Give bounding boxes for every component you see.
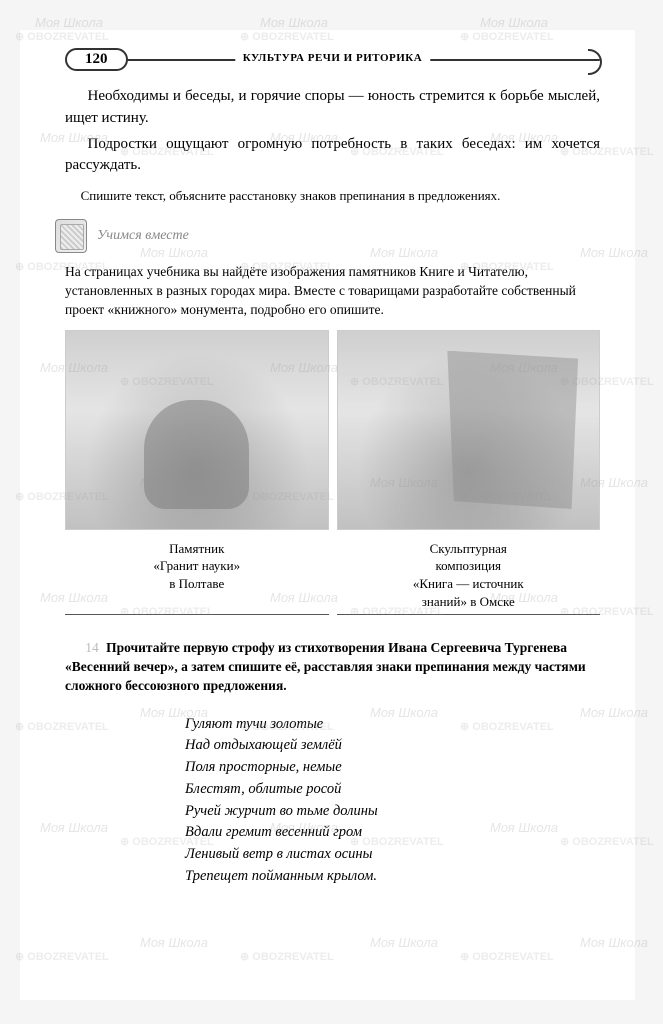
body-paragraph: Необходимы и беседы, и горячие споры — ю… xyxy=(65,86,600,130)
page-number: 120 xyxy=(65,48,128,71)
photo-row xyxy=(65,330,600,530)
section-label-row: Учимся вместе xyxy=(55,219,600,253)
textbook-page: 120 КУЛЬТУРА РЕЧИ И РИТОРИКА Необходимы … xyxy=(20,30,635,1000)
poem-line: Блестят, облитые росой xyxy=(185,779,600,801)
photo-caption: Памятник«Гранит науки»в Полтаве xyxy=(65,540,329,615)
exercise-text: 14 Прочитайте первую строфу из стихотвор… xyxy=(65,639,600,696)
poem-line: Ручей журчит во тьме долины xyxy=(185,801,600,823)
poem-block: Гуляют тучи золотыеНад отдыхающей землёй… xyxy=(185,714,600,888)
photo-caption: Скульптурнаякомпозиция«Книга — источникз… xyxy=(337,540,601,615)
poem-line: Поля просторные, немые xyxy=(185,757,600,779)
exercise-body: Прочитайте первую строфу из стихотворени… xyxy=(65,640,586,693)
poem-line: Вдали гремит весенний гром xyxy=(185,822,600,844)
monument-photo-2 xyxy=(337,330,601,530)
watermark-text: Моя Школа xyxy=(35,15,103,30)
monument-photo-1 xyxy=(65,330,329,530)
poem-line: Трепещет пойманным крылом. xyxy=(185,866,600,888)
book-icon xyxy=(55,219,87,253)
instruction-text: Спишите текст, объясните расстановку зна… xyxy=(65,187,600,205)
exercise-number: 14 xyxy=(85,640,99,655)
section-label-text: Учимся вместе xyxy=(97,228,189,244)
body-paragraph: Подростки ощущают огромную потребность в… xyxy=(65,134,600,178)
section-title: КУЛЬТУРА РЕЧИ И РИТОРИКА xyxy=(235,52,430,64)
page-header: 120 КУЛЬТУРА РЕЧИ И РИТОРИКА xyxy=(65,48,600,74)
poem-line: Гуляют тучи золотые xyxy=(185,714,600,736)
poem-line: Над отдыхающей землёй xyxy=(185,735,600,757)
watermark-text: Моя Школа xyxy=(260,15,328,30)
project-instruction: На страницах учебника вы найдёте изображ… xyxy=(65,263,600,320)
caption-row: Памятник«Гранит науки»в Полтаве Скульпту… xyxy=(65,540,600,615)
watermark-text: Моя Школа xyxy=(480,15,548,30)
poem-line: Ленивый ветр в листах осины xyxy=(185,844,600,866)
